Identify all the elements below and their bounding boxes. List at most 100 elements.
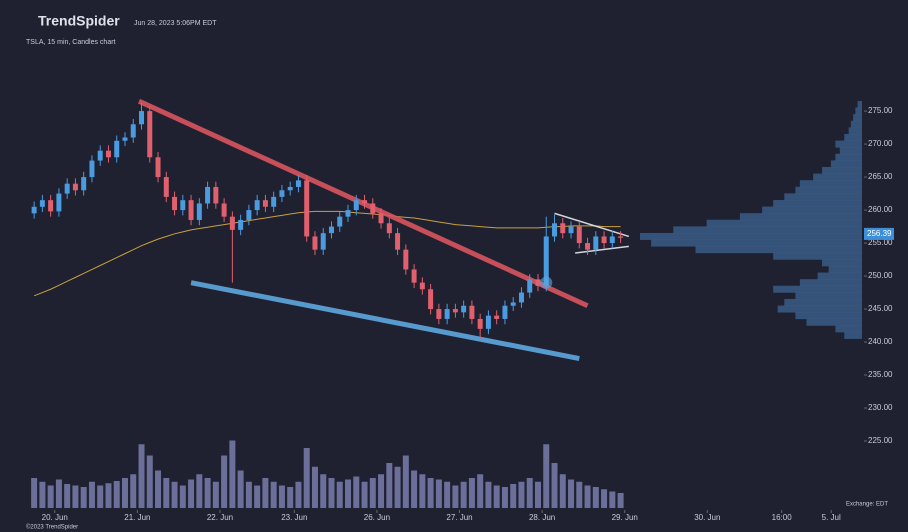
candle-body	[395, 233, 401, 250]
y-tick-label: 265.00	[868, 172, 893, 181]
trendline	[575, 245, 629, 254]
profile-bar	[853, 114, 862, 122]
y-tick-label: 250.00	[868, 271, 893, 280]
volume-bar	[568, 479, 575, 508]
candle-body	[618, 236, 624, 238]
candle-body	[147, 111, 153, 158]
candle-body	[295, 180, 301, 187]
candle-body	[345, 210, 351, 217]
volume-bar	[411, 470, 418, 508]
profile-bar	[773, 285, 862, 293]
volume-bar	[361, 481, 368, 508]
candle-body	[56, 193, 62, 212]
candle-body	[518, 292, 524, 303]
candle-body	[205, 186, 211, 204]
candle-body	[312, 236, 318, 250]
candle-body	[139, 111, 145, 125]
candle-body	[279, 190, 285, 197]
volume-bar	[617, 493, 624, 508]
volume-bar	[526, 478, 533, 508]
volume-bar	[163, 478, 170, 508]
x-tick-label: 28. Jun	[529, 513, 555, 522]
x-tick-label: 5. Jul	[822, 513, 841, 522]
candle-body	[494, 315, 500, 319]
profile-bar	[830, 160, 862, 168]
candle-body	[502, 305, 508, 319]
volume-bar	[295, 481, 302, 508]
candle-body	[485, 315, 491, 329]
profile-bar	[844, 133, 862, 141]
candle-body	[362, 200, 368, 204]
candle-body	[213, 186, 219, 204]
candle-body	[411, 269, 417, 283]
candle-body	[262, 200, 268, 207]
timestamp: Jun 28, 2023 5:06PM EDT	[134, 20, 217, 27]
y-tick-label: 240.00	[868, 337, 893, 346]
profile-bar	[822, 259, 862, 267]
y-tick-label: 260.00	[868, 205, 893, 214]
candle-body	[31, 206, 37, 214]
candle-body	[130, 124, 136, 138]
candle-body	[477, 318, 483, 329]
volume-bar	[460, 481, 467, 508]
volume-bar	[345, 479, 352, 508]
y-tick-label: 275.00	[868, 106, 893, 115]
volume-bar	[386, 463, 393, 508]
profile-bar	[850, 120, 862, 128]
volume-bar	[146, 455, 153, 508]
profile-bar	[817, 272, 862, 280]
profile-bar	[777, 305, 862, 313]
x-tick-label: 21. Jun	[124, 513, 150, 522]
volume-bar	[584, 485, 591, 508]
volume-bar	[369, 478, 376, 508]
profile-bar	[806, 318, 862, 326]
candle-body	[320, 233, 326, 250]
volume-bar	[72, 485, 79, 508]
candle-body	[378, 213, 384, 224]
profile-bar	[784, 298, 862, 306]
volume-bar	[270, 481, 277, 508]
candle-body	[370, 203, 376, 214]
candle-body	[560, 223, 566, 234]
y-tick-label: 230.00	[868, 403, 893, 412]
candle-body	[510, 302, 516, 306]
volume-bar	[303, 448, 310, 508]
profile-bar	[799, 279, 862, 287]
profile-bar	[762, 206, 862, 214]
candle-body	[328, 226, 334, 234]
volume-bar	[543, 444, 550, 508]
volume-bar	[262, 478, 269, 508]
volume-bar	[278, 485, 285, 508]
profile-bar	[673, 226, 862, 234]
volume-bar	[229, 440, 236, 508]
volume-bar	[468, 478, 475, 508]
candle-body	[89, 160, 95, 178]
y-tick-label: 255.00	[868, 238, 893, 247]
profile-bar	[773, 199, 862, 207]
candle-body	[48, 200, 54, 212]
volume-bar	[188, 479, 195, 508]
volume-bar	[609, 491, 616, 508]
profile-bar	[828, 265, 862, 273]
volume-bar	[97, 485, 104, 508]
volume-bar	[559, 474, 566, 508]
trendline	[190, 280, 580, 361]
y-tick-label: 235.00	[868, 370, 893, 379]
volume-bar	[419, 474, 426, 508]
copyright: ©2023 TrendSpider	[26, 524, 78, 531]
profile-bar	[855, 107, 862, 115]
trendline	[554, 212, 630, 238]
volume-bar	[311, 466, 318, 508]
candle-body	[172, 196, 178, 211]
marker	[540, 276, 553, 289]
volume-bar	[452, 485, 459, 508]
candle-body	[196, 203, 202, 220]
candle-body	[238, 219, 244, 230]
candle-body	[64, 183, 70, 194]
volume-bar	[155, 470, 162, 508]
candle-body	[593, 236, 599, 250]
profile-bar	[857, 100, 862, 108]
sma-line	[33, 210, 621, 297]
volume-bar	[320, 474, 327, 508]
candle-body	[271, 196, 277, 207]
